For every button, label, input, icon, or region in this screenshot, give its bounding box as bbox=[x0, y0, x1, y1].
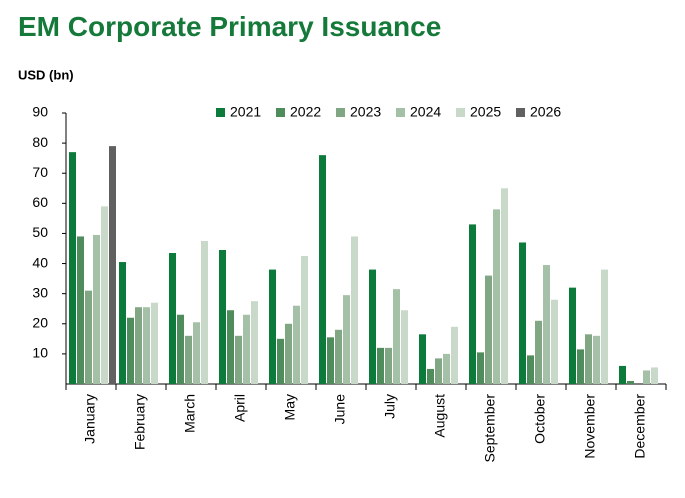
bar bbox=[93, 234, 100, 384]
x-tick-label: March bbox=[182, 394, 198, 433]
bar bbox=[319, 155, 326, 384]
bar bbox=[201, 240, 208, 384]
chart-title: EM Corporate Primary Issuance bbox=[18, 11, 441, 42]
x-tick-label: May bbox=[282, 394, 298, 420]
bar bbox=[385, 347, 392, 384]
bar bbox=[193, 322, 200, 384]
bar bbox=[77, 236, 84, 384]
bar bbox=[443, 353, 450, 384]
legend-label: 2023 bbox=[350, 104, 381, 120]
bar bbox=[577, 349, 584, 384]
bar bbox=[501, 188, 508, 384]
y-tick-label: 20 bbox=[32, 314, 48, 330]
bar bbox=[227, 310, 234, 384]
bar bbox=[585, 334, 592, 384]
x-tick-label: September bbox=[482, 394, 498, 463]
y-tick-label: 40 bbox=[32, 254, 48, 270]
legend-label: 2024 bbox=[410, 104, 441, 120]
y-axis-label: USD (bn) bbox=[18, 67, 74, 82]
bar bbox=[477, 352, 484, 384]
legend-swatch bbox=[516, 108, 525, 117]
bar bbox=[69, 152, 76, 384]
x-tick-label: April bbox=[232, 394, 248, 422]
bar bbox=[301, 256, 308, 384]
bar bbox=[493, 209, 500, 384]
bar bbox=[127, 317, 134, 384]
bar bbox=[427, 368, 434, 384]
bar bbox=[369, 269, 376, 384]
bar bbox=[377, 347, 384, 384]
bar bbox=[151, 302, 158, 384]
bar bbox=[293, 305, 300, 384]
x-tick-label: October bbox=[532, 394, 548, 444]
bar bbox=[551, 299, 558, 384]
legend-swatch bbox=[216, 108, 225, 117]
bar bbox=[519, 242, 526, 384]
bar bbox=[543, 265, 550, 384]
bar bbox=[135, 307, 142, 384]
bar bbox=[651, 367, 658, 384]
legend-swatch bbox=[336, 108, 345, 117]
bar bbox=[419, 334, 426, 384]
y-tick-label: 90 bbox=[32, 104, 48, 120]
bar bbox=[451, 326, 458, 384]
bar bbox=[351, 236, 358, 384]
bar bbox=[243, 314, 250, 384]
bar bbox=[101, 206, 108, 384]
bar bbox=[143, 307, 150, 384]
bar bbox=[109, 146, 116, 384]
bar bbox=[285, 323, 292, 384]
bar bbox=[643, 370, 650, 384]
legend-swatch bbox=[456, 108, 465, 117]
bar bbox=[569, 287, 576, 384]
legend-swatch bbox=[276, 108, 285, 117]
bar bbox=[219, 250, 226, 384]
legend-label: 2025 bbox=[470, 104, 501, 120]
bar bbox=[327, 337, 334, 384]
bar bbox=[401, 310, 408, 384]
legend-swatch bbox=[396, 108, 405, 117]
bar bbox=[619, 365, 626, 384]
legend-label: 2022 bbox=[290, 104, 321, 120]
bar bbox=[85, 290, 92, 384]
x-tick-label: November bbox=[582, 394, 598, 459]
bar bbox=[485, 275, 492, 384]
y-tick-label: 50 bbox=[32, 224, 48, 240]
bar bbox=[343, 295, 350, 384]
bar bbox=[335, 329, 342, 384]
bar bbox=[277, 338, 284, 384]
bar bbox=[535, 320, 542, 384]
y-tick-label: 80 bbox=[32, 134, 48, 150]
bar bbox=[119, 262, 126, 384]
bar bbox=[235, 335, 242, 384]
bar bbox=[593, 335, 600, 384]
bar bbox=[269, 269, 276, 384]
y-tick-label: 10 bbox=[32, 345, 48, 361]
x-tick-label: June bbox=[332, 394, 348, 425]
bar bbox=[169, 253, 176, 384]
bar bbox=[251, 301, 258, 384]
x-tick-label: December bbox=[632, 394, 648, 459]
bar bbox=[393, 289, 400, 384]
bar bbox=[527, 355, 534, 384]
y-tick-label: 60 bbox=[32, 194, 48, 210]
bar bbox=[435, 358, 442, 384]
x-tick-label: January bbox=[82, 394, 98, 444]
bar bbox=[601, 269, 608, 384]
legend-label: 2026 bbox=[530, 104, 561, 120]
legend-label: 2021 bbox=[230, 104, 261, 120]
x-tick-label: February bbox=[132, 394, 148, 450]
bar bbox=[177, 314, 184, 384]
y-tick-label: 70 bbox=[32, 164, 48, 180]
bar bbox=[185, 335, 192, 384]
bar bbox=[627, 380, 634, 384]
x-tick-label: August bbox=[432, 394, 448, 438]
y-tick-label: 30 bbox=[32, 284, 48, 300]
bar bbox=[469, 224, 476, 384]
x-tick-label: July bbox=[382, 394, 398, 419]
